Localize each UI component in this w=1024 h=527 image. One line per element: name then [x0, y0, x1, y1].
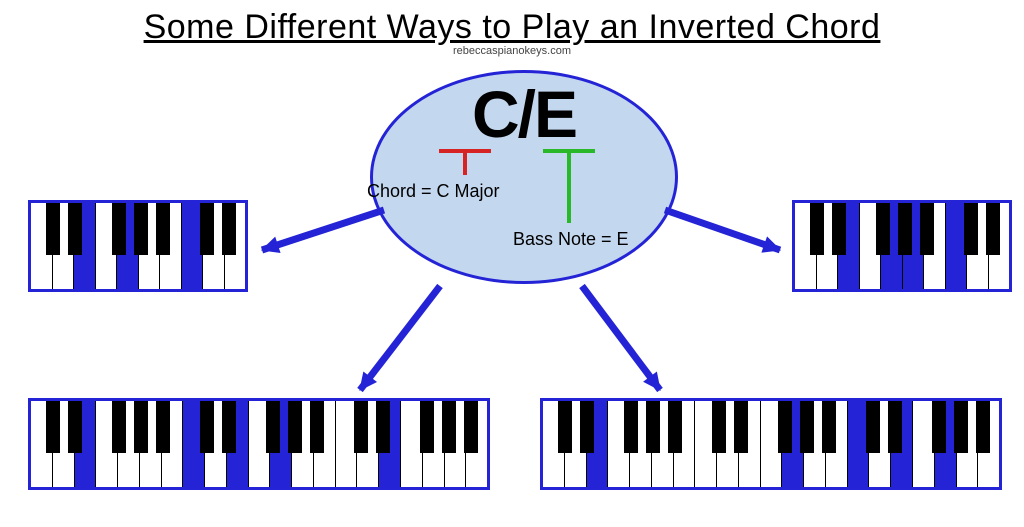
- white-key: [587, 401, 609, 487]
- arrow: [645, 190, 800, 270]
- white-key: [270, 401, 292, 487]
- white-key: [543, 401, 565, 487]
- white-key: [804, 401, 826, 487]
- white-key: [292, 401, 314, 487]
- white-key: [31, 401, 53, 487]
- white-key: [630, 401, 652, 487]
- kb-bottom-right: [540, 398, 1002, 490]
- white-key: [466, 401, 487, 487]
- bass-bracket: [543, 149, 595, 223]
- white-key: [96, 203, 118, 289]
- white-key: [717, 401, 739, 487]
- white-key: [423, 401, 445, 487]
- white-key: [357, 401, 379, 487]
- white-key: [117, 203, 139, 289]
- white-key: [695, 401, 717, 487]
- white-key: [848, 401, 870, 487]
- white-key: [869, 401, 891, 487]
- white-key: [913, 401, 935, 487]
- white-key: [838, 203, 860, 289]
- white-key: [118, 401, 140, 487]
- white-key: [782, 401, 804, 487]
- white-key: [74, 203, 96, 289]
- white-key: [205, 401, 227, 487]
- white-key: [53, 401, 75, 487]
- kb-bottom-left: [28, 398, 490, 490]
- white-key: [96, 401, 118, 487]
- white-key: [249, 401, 271, 487]
- white-key: [182, 203, 204, 289]
- white-key: [608, 401, 630, 487]
- white-key: [140, 401, 162, 487]
- white-key: [336, 401, 358, 487]
- white-key: [903, 203, 925, 289]
- white-key: [924, 203, 946, 289]
- white-key: [946, 203, 968, 289]
- white-key: [227, 401, 249, 487]
- white-key: [826, 401, 848, 487]
- arrow: [242, 190, 404, 270]
- chord-bracket: [439, 149, 491, 175]
- white-key: [53, 203, 75, 289]
- white-key: [203, 203, 225, 289]
- white-key: [957, 401, 979, 487]
- white-key: [761, 401, 783, 487]
- arrow: [562, 266, 680, 410]
- white-key: [881, 203, 903, 289]
- bass-label: Bass Note = E: [513, 229, 629, 250]
- white-key: [445, 401, 467, 487]
- white-key: [817, 203, 839, 289]
- white-key: [989, 203, 1010, 289]
- white-key: [565, 401, 587, 487]
- white-key: [674, 401, 696, 487]
- page-title: Some Different Ways to Play an Inverted …: [0, 0, 1024, 47]
- white-key: [379, 401, 401, 487]
- white-key: [31, 203, 53, 289]
- white-key: [967, 203, 989, 289]
- kb-top-left: [28, 200, 248, 292]
- chord-symbol: C/E: [472, 81, 576, 147]
- white-key: [314, 401, 336, 487]
- white-key: [860, 203, 882, 289]
- arrow: [340, 266, 460, 410]
- white-key: [739, 401, 761, 487]
- white-key: [401, 401, 423, 487]
- white-key: [978, 401, 999, 487]
- white-key: [652, 401, 674, 487]
- white-key: [139, 203, 161, 289]
- white-key: [162, 401, 184, 487]
- white-key: [891, 401, 913, 487]
- white-key: [183, 401, 205, 487]
- white-key: [160, 203, 182, 289]
- kb-top-right: [792, 200, 1012, 292]
- white-key: [75, 401, 97, 487]
- center-ellipse: C/EChord = C MajorBass Note = E: [370, 70, 678, 284]
- white-key: [935, 401, 957, 487]
